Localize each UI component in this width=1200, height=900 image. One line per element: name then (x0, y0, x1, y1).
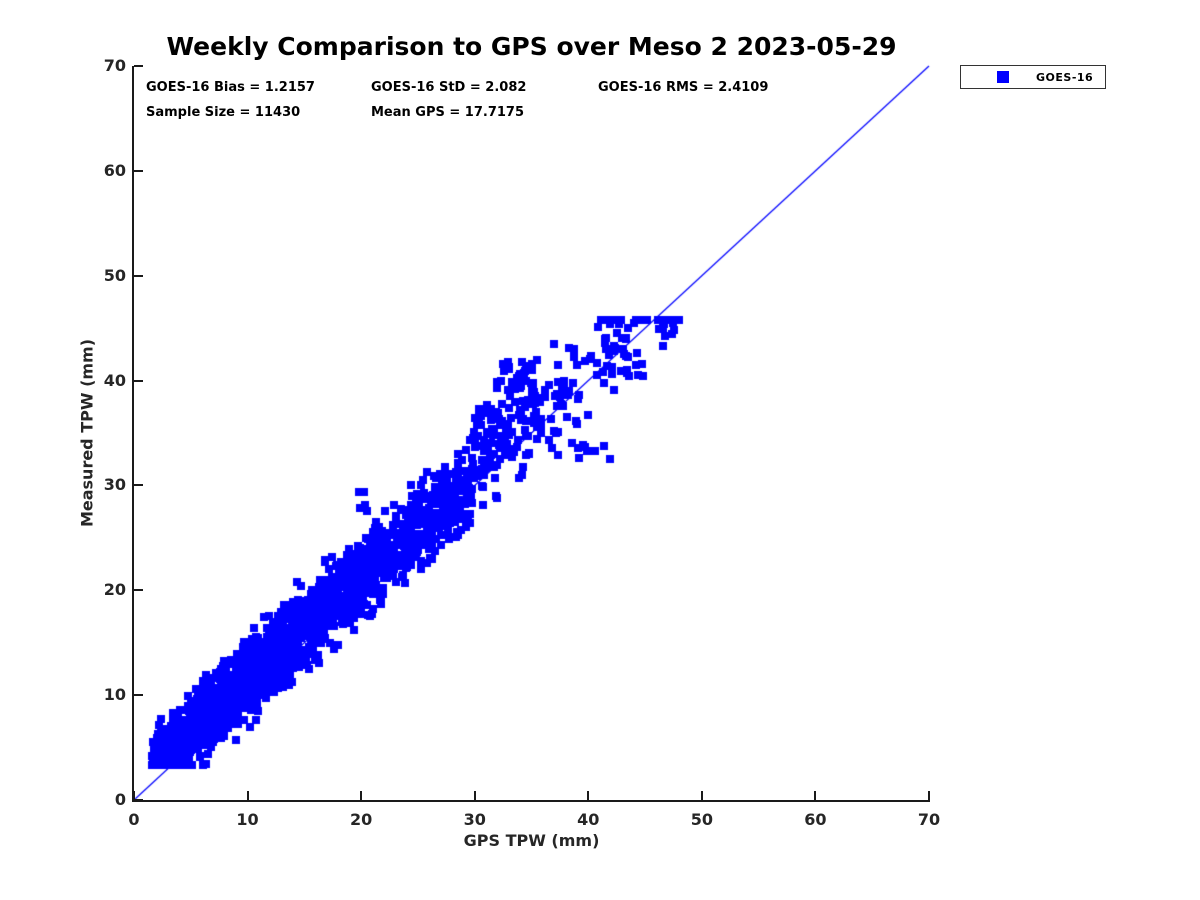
y-tick-label: 70 (103, 56, 126, 75)
x-tick-mark (587, 791, 590, 800)
y-tick-mark (134, 694, 143, 697)
y-tick-label: 50 (103, 265, 126, 285)
x-tick-label: 20 (350, 810, 373, 829)
x-axis-title: GPS TPW (mm) (463, 831, 600, 850)
x-tick-label: 0 (128, 810, 140, 829)
x-tick-mark (928, 791, 930, 800)
x-tick-label: 70 (917, 810, 941, 829)
y-tick-label: 30 (103, 475, 126, 495)
x-tick-label: 10 (236, 810, 259, 829)
x-tick-mark (360, 791, 363, 800)
y-tick-label: 60 (103, 160, 126, 180)
y-axis-title: Measured TPW (mm) (77, 338, 97, 528)
y-tick-mark (134, 379, 143, 382)
y-axis-line (132, 66, 134, 802)
x-tick-mark (133, 791, 135, 800)
x-tick-mark (814, 791, 817, 800)
y-tick-label: 40 (103, 370, 126, 390)
y-tick-mark (134, 589, 143, 592)
y-tick-label: 0 (114, 790, 126, 809)
x-tick-mark (700, 791, 703, 800)
y-tick-mark (134, 274, 143, 277)
y-tick-mark (134, 799, 143, 801)
y-tick-mark (134, 484, 143, 487)
legend-label: GOES-16 (1036, 70, 1094, 84)
y-tick-mark (134, 169, 143, 172)
x-tick-label: 30 (463, 810, 486, 829)
x-tick-label: 40 (577, 810, 600, 829)
x-tick-label: 50 (690, 810, 713, 829)
x-tick-label: 60 (804, 810, 827, 829)
x-tick-mark (473, 791, 476, 800)
legend: GOES-16 (960, 65, 1106, 89)
y-tick-label: 10 (103, 685, 126, 705)
y-tick-label: 20 (103, 580, 126, 600)
y-tick-mark (134, 65, 143, 67)
legend-square-marker-icon (997, 71, 1009, 83)
x-tick-mark (246, 791, 249, 800)
x-axis-line (132, 800, 930, 802)
